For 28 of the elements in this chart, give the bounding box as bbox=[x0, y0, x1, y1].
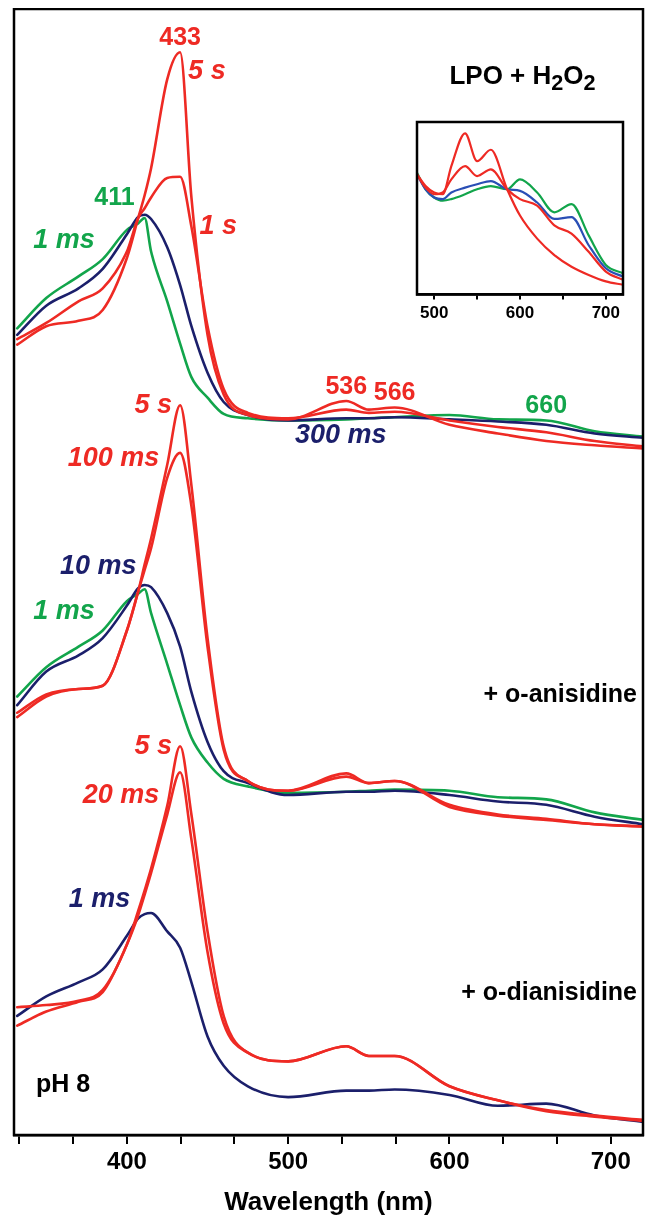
series-label: 100 ms bbox=[67, 442, 160, 473]
annotation: 660 bbox=[525, 390, 568, 419]
annotation: + o-dianisidine bbox=[461, 976, 638, 1005]
annotation: 566 bbox=[373, 377, 416, 406]
series-label: 1 ms bbox=[68, 883, 131, 914]
annotation: 433 bbox=[159, 22, 201, 51]
x-tick-label: 600 bbox=[505, 303, 535, 323]
series-label: 10 ms bbox=[60, 549, 137, 580]
x-tick-label: 600 bbox=[429, 1147, 470, 1175]
series-label: 1 ms bbox=[33, 223, 95, 254]
annotation: pH 8 bbox=[35, 1068, 91, 1097]
series-label: 5 s bbox=[134, 388, 173, 419]
x-tick-label: 500 bbox=[268, 1147, 309, 1175]
series-label: 1 ms bbox=[33, 595, 95, 626]
annotation: 536 bbox=[325, 370, 368, 399]
chart-title: LPO + H$_{2}$O$_{2}$ bbox=[448, 60, 597, 98]
x-tick-label: 400 bbox=[106, 1147, 147, 1175]
annotation: + o-anisidine bbox=[483, 678, 638, 707]
series-label: 300 ms bbox=[295, 419, 387, 450]
annotation: 411 bbox=[94, 181, 135, 210]
x-axis-title: Wavelength (nm) bbox=[224, 1185, 433, 1216]
series-label: 5 s bbox=[188, 54, 226, 85]
series-label: 1 s bbox=[199, 210, 237, 241]
x-tick-label: 700 bbox=[590, 1147, 631, 1175]
series-label: 5 s bbox=[134, 729, 173, 760]
x-tick-label: 500 bbox=[419, 303, 449, 323]
series-label: 20 ms bbox=[81, 779, 160, 810]
x-tick-label: 700 bbox=[591, 303, 621, 323]
